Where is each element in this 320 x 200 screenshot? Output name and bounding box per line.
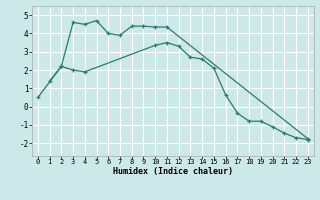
X-axis label: Humidex (Indice chaleur): Humidex (Indice chaleur): [113, 167, 233, 176]
